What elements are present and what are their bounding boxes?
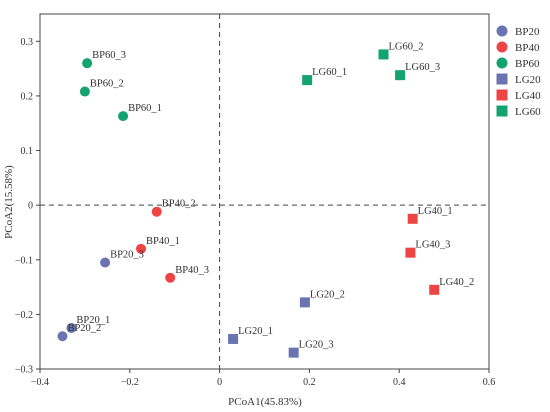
point-label: BP60_2 <box>90 79 124 90</box>
point-lg60-2 <box>378 49 389 60</box>
y-tick-label: −0.2 <box>15 310 33 321</box>
point-lg40-1 <box>407 213 418 224</box>
x-tick-label: −0.2 <box>121 377 139 388</box>
legend-marker-bp20 <box>496 25 508 37</box>
point-label: BP60_1 <box>128 103 162 114</box>
legend-label-lg60: LG60 <box>515 106 541 118</box>
legend-marker-lg20 <box>496 73 508 85</box>
point-lg20-1 <box>228 333 239 344</box>
point-label: LG20_3 <box>299 340 334 351</box>
point-bp20-1 <box>66 323 77 334</box>
x-tick-label: 0.2 <box>303 377 316 388</box>
point-lg60-1 <box>302 75 313 86</box>
point-bp20-2 <box>57 331 68 342</box>
x-axis-label: PCoA1(45.83%) <box>228 396 302 408</box>
point-label: BP40_3 <box>175 265 209 276</box>
x-tick-label: 0.4 <box>393 377 406 388</box>
point-bp60-3 <box>82 58 93 69</box>
y-tick-label: −0.3 <box>15 365 33 376</box>
x-axis-ticks: −0.4 −0.2 0 0.2 0.4 0.6 <box>31 369 495 388</box>
y-axis-label: PCoA2(15.58%) <box>3 165 15 239</box>
y-tick-label: 0 <box>28 201 33 212</box>
plot-area <box>39 13 490 370</box>
point-label: BP60_3 <box>92 50 126 61</box>
legend-marker-lg40 <box>496 89 508 101</box>
point-label: BP20_1 <box>76 315 110 326</box>
x-tick-label: 0.6 <box>483 377 496 388</box>
point-label: BP40_2 <box>162 199 196 210</box>
point-lg60-3 <box>395 70 406 81</box>
legend-marker-bp60 <box>496 57 508 69</box>
point-label: LG20_2 <box>310 289 345 300</box>
x-tick-label: −0.4 <box>31 377 49 388</box>
point-label: LG40_1 <box>418 206 453 217</box>
point-lg40-2 <box>429 284 440 295</box>
y-tick-label: 0.2 <box>21 91 34 102</box>
x-tick-label: 0 <box>217 377 222 388</box>
point-bp60-1 <box>118 111 129 122</box>
point-label: LG40_2 <box>439 277 474 288</box>
legend-label-lg40: LG40 <box>515 90 541 102</box>
y-tick-label: −0.1 <box>15 255 33 266</box>
legend-marker-lg60 <box>496 105 508 117</box>
point-label: LG60_2 <box>388 41 423 52</box>
y-axis-ticks: −0.3 −0.2 −0.1 0 0.1 0.2 0.3 <box>15 37 40 376</box>
y-tick-label: 0.1 <box>21 146 34 157</box>
y-tick-label: 0.3 <box>21 37 34 48</box>
point-bp40-2 <box>151 206 162 217</box>
point-bp60-2 <box>79 86 90 97</box>
plot-frame <box>39 13 490 370</box>
point-lg40-3 <box>405 247 416 258</box>
point-bp40-3 <box>165 272 176 283</box>
point-label: LG60_3 <box>405 62 440 73</box>
point-lg20-3 <box>288 347 299 358</box>
legend: BP20 BP40 BP60 LG20 LG40 LG60 <box>496 25 541 118</box>
point-label: LG40_3 <box>415 240 450 251</box>
point-label: BP20_3 <box>110 250 144 261</box>
legend-label-bp40: BP40 <box>515 42 540 54</box>
legend-label-bp20: BP20 <box>515 26 540 38</box>
point-lg20-2 <box>299 297 310 308</box>
legend-label-lg20: LG20 <box>515 74 541 86</box>
reference-lines <box>40 14 489 369</box>
point-label: BP40_1 <box>146 236 180 247</box>
data-points <box>57 49 440 358</box>
point-bp40-1 <box>136 243 147 254</box>
legend-marker-bp40 <box>496 41 508 53</box>
point-label: LG20_1 <box>238 326 273 337</box>
legend-label-bp60: BP60 <box>515 58 540 70</box>
point-label: LG60_1 <box>312 67 347 78</box>
point-bp20-3 <box>100 257 111 268</box>
point-label: BP20_2 <box>67 323 101 334</box>
